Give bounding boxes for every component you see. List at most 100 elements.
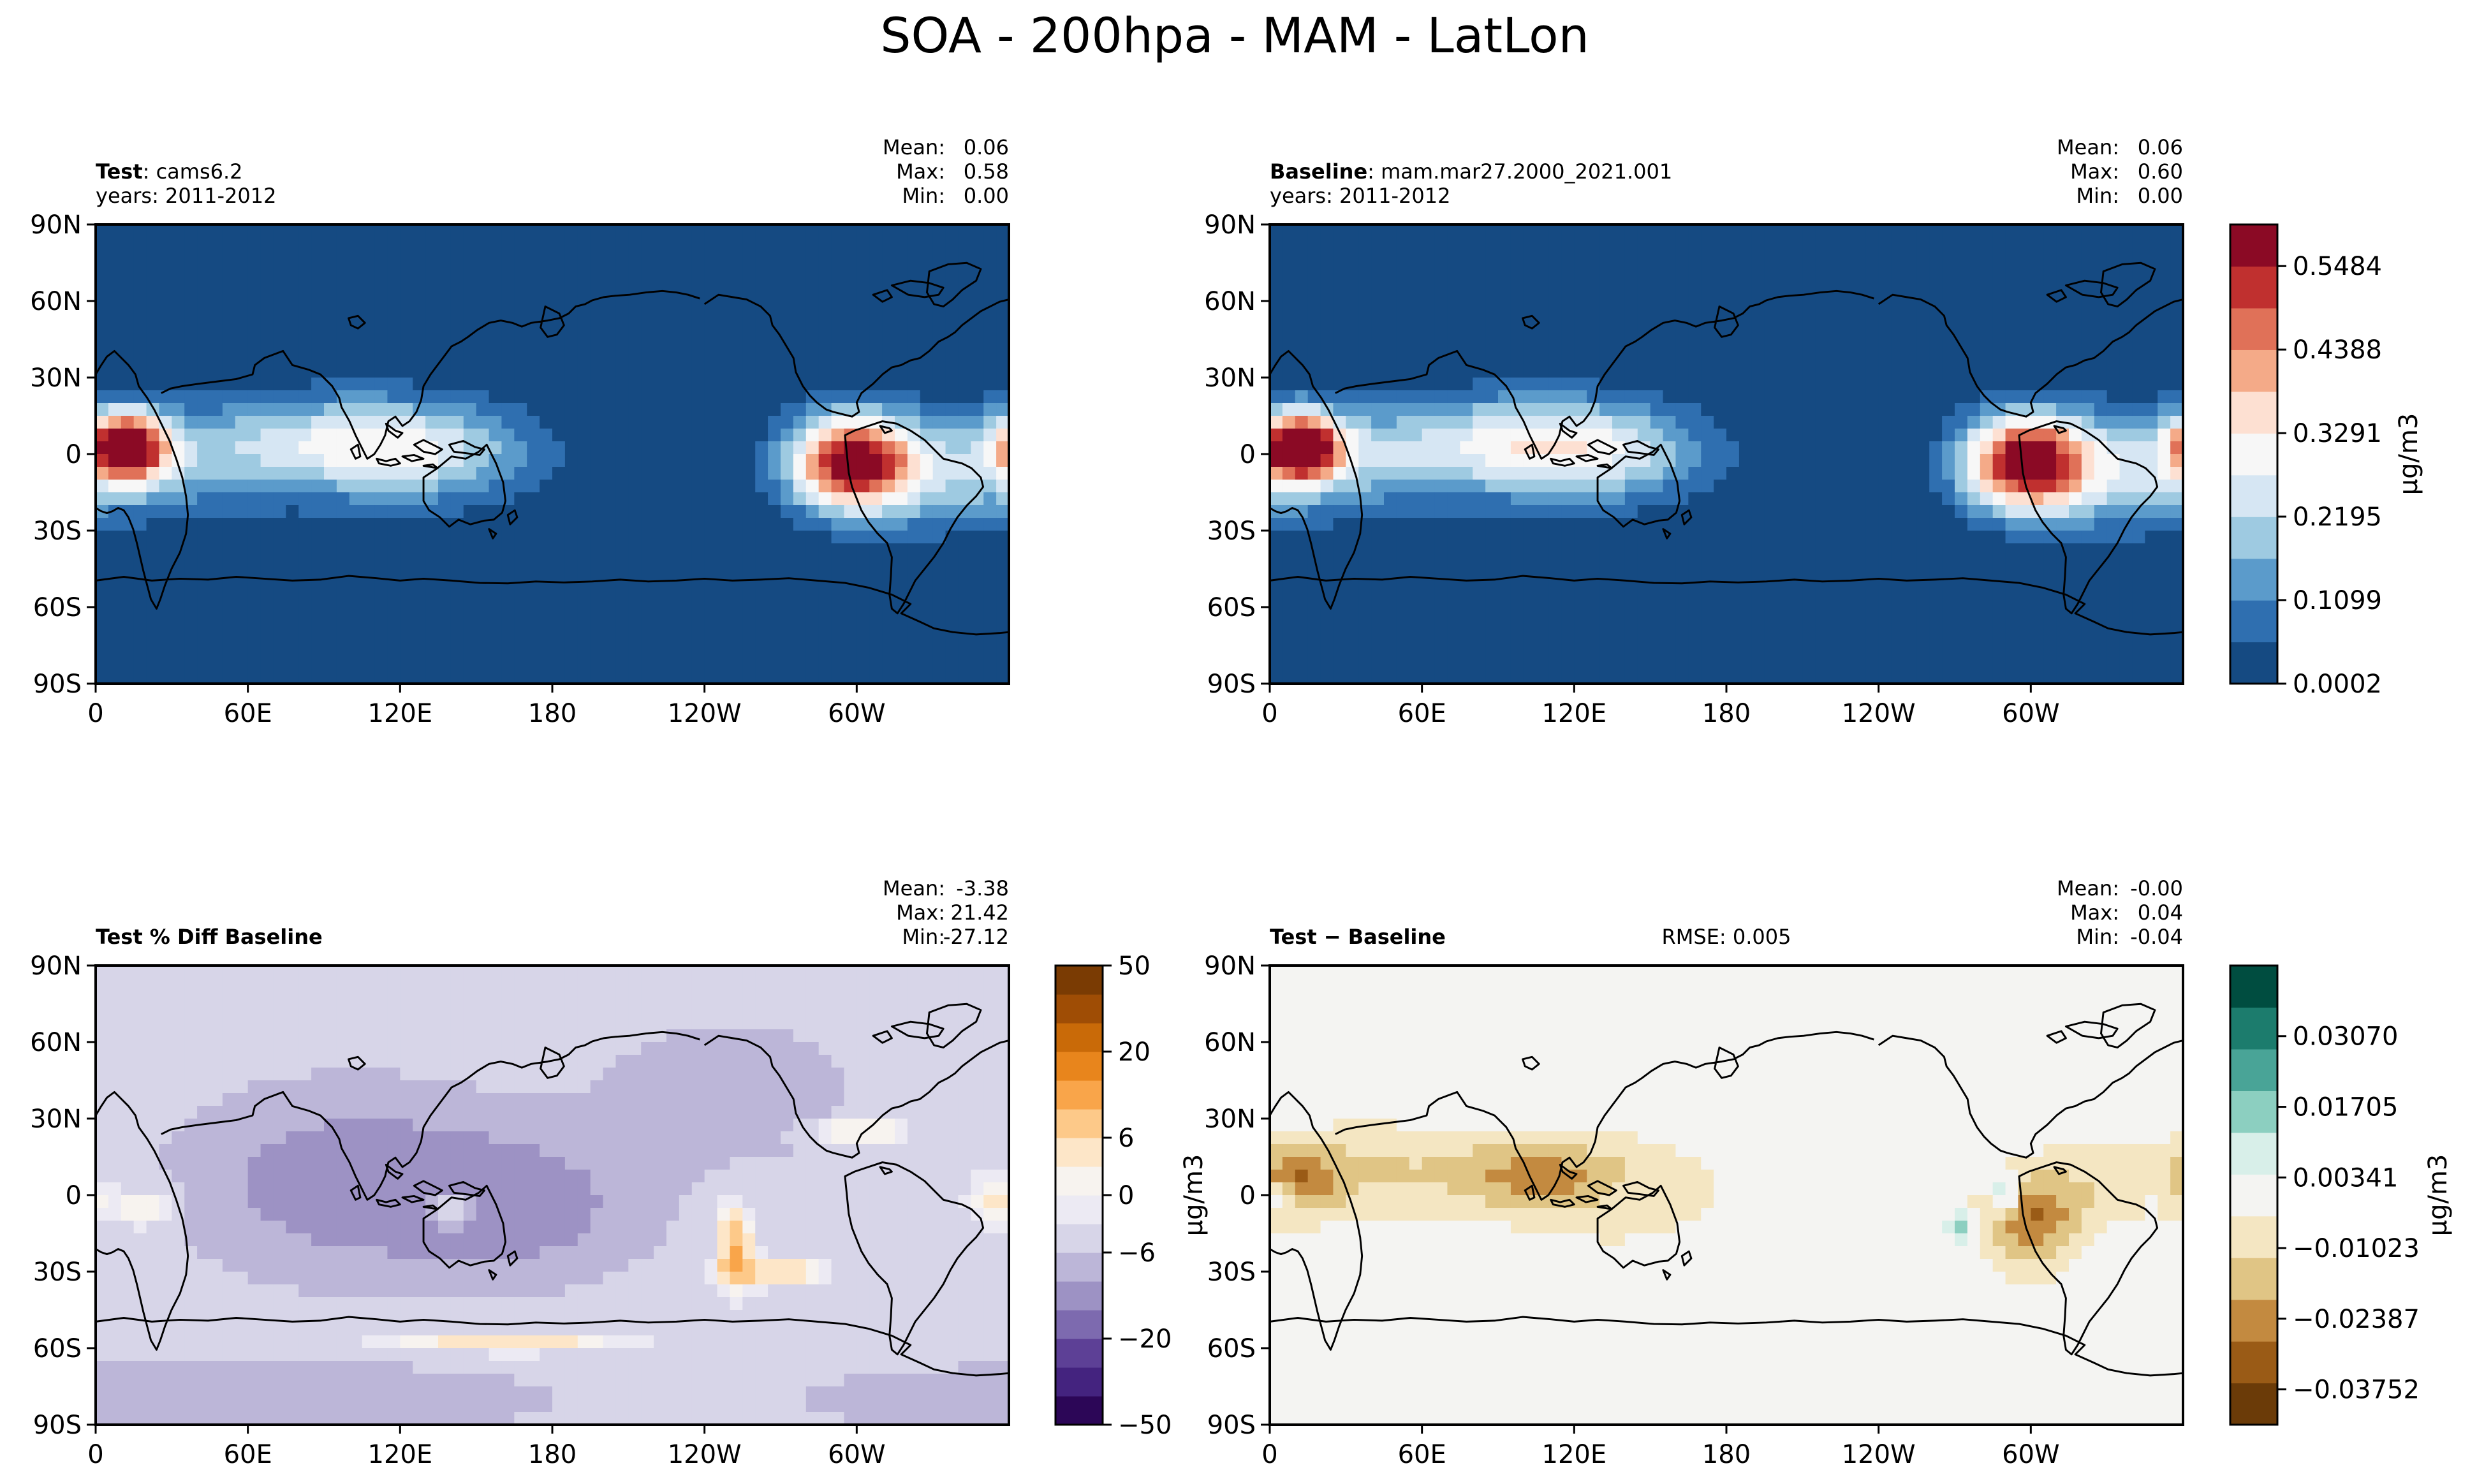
field-cell <box>260 645 274 659</box>
field-cell <box>2106 365 2121 378</box>
field-cell <box>1523 569 1537 582</box>
field-cell <box>260 505 274 518</box>
field-cell <box>1841 607 1854 621</box>
field-cell <box>1282 263 1296 276</box>
field-cell <box>1980 582 1994 595</box>
field-cell <box>1802 429 1816 442</box>
field-cell <box>1841 594 1854 608</box>
field-cell <box>2043 569 2057 582</box>
field-cell <box>1891 531 1905 544</box>
field-cell <box>501 569 515 582</box>
field-cell <box>1650 556 1664 569</box>
field-cell <box>552 658 566 672</box>
field-cell <box>387 531 401 544</box>
field-cell <box>1751 607 1765 621</box>
field-cell <box>1561 467 1575 480</box>
field-cell <box>514 531 527 544</box>
field-cell <box>2158 556 2171 569</box>
field-cell <box>463 288 477 302</box>
field-cell <box>96 454 109 467</box>
field-cell <box>349 658 363 672</box>
field-cell <box>971 505 984 518</box>
field-cell <box>641 250 654 263</box>
field-cell <box>1396 275 1410 289</box>
field-cell <box>1916 314 1930 327</box>
field-cell <box>1498 275 1511 289</box>
field-cell <box>1510 250 1524 263</box>
field-cell <box>1447 314 1460 327</box>
field-cell <box>1777 301 1791 314</box>
field-cell <box>501 645 515 659</box>
field-cell <box>1384 607 1397 621</box>
field-cell <box>286 543 299 557</box>
field-cell <box>1346 429 1359 442</box>
field-cell <box>730 671 743 684</box>
field-cell <box>1650 301 1664 314</box>
field-cell <box>996 250 1010 263</box>
field-cell <box>1396 569 1410 582</box>
field-cell <box>1764 352 1778 365</box>
field-cell <box>1396 365 1410 378</box>
field-cell <box>1422 390 1436 404</box>
panel-title-sep: : <box>143 159 150 184</box>
field-cell <box>527 454 540 467</box>
field-cell <box>882 339 895 353</box>
field-cell <box>1548 543 1562 557</box>
field-cell <box>654 327 667 340</box>
field-cell <box>730 620 743 633</box>
field-cell <box>1701 237 1714 251</box>
field-cell <box>691 250 705 263</box>
field-cell <box>184 467 198 480</box>
field-cell <box>704 645 718 659</box>
field-cell <box>1561 314 1575 327</box>
field-cell <box>2081 378 2095 391</box>
field-cell <box>1929 454 1943 467</box>
field-cell <box>96 633 109 646</box>
field-cell <box>1663 531 1677 544</box>
field-cell <box>362 518 376 531</box>
field-cell <box>450 607 464 621</box>
field-cell <box>730 480 743 493</box>
field-cell <box>1841 250 1854 263</box>
field-cell <box>96 237 109 251</box>
field-cell <box>1574 403 1587 416</box>
field-cell <box>514 429 527 442</box>
field-cell <box>2158 505 2171 518</box>
field-cell <box>1384 594 1397 608</box>
field-cell <box>96 224 109 238</box>
field-cell <box>1282 288 1296 302</box>
field-cell <box>2170 620 2184 633</box>
field-cell <box>311 594 325 608</box>
field-cell <box>1371 352 1385 365</box>
field-cell <box>1790 378 1803 391</box>
field-cell <box>1841 288 1854 302</box>
field-cell <box>222 582 236 595</box>
field-cell <box>2106 582 2121 595</box>
field-cell <box>298 429 312 442</box>
field-cell <box>2069 543 2082 557</box>
field-cell <box>730 594 743 608</box>
field-cell <box>1624 620 1638 633</box>
field-cell <box>1333 288 1346 302</box>
field-cell <box>1980 237 1994 251</box>
field-cell <box>1929 505 1943 518</box>
field-cell <box>818 633 832 646</box>
field-cell <box>489 543 503 557</box>
field-cell <box>1878 250 1892 263</box>
field-cell <box>1548 352 1562 365</box>
field-cell <box>146 263 160 276</box>
field-cell <box>1751 250 1765 263</box>
field-cell <box>1764 365 1778 378</box>
field-cell <box>1790 416 1803 429</box>
field-cell <box>1473 403 1486 416</box>
field-cell <box>146 569 160 582</box>
field-cell <box>1510 416 1524 429</box>
field-cell <box>121 582 135 595</box>
field-cell <box>1790 543 1803 557</box>
field-cell <box>1764 403 1778 416</box>
field-cell <box>2119 237 2133 251</box>
field-cell <box>425 543 439 557</box>
field-cell <box>1523 633 1537 646</box>
field-cell <box>1714 492 1727 506</box>
field-cell <box>920 569 934 582</box>
